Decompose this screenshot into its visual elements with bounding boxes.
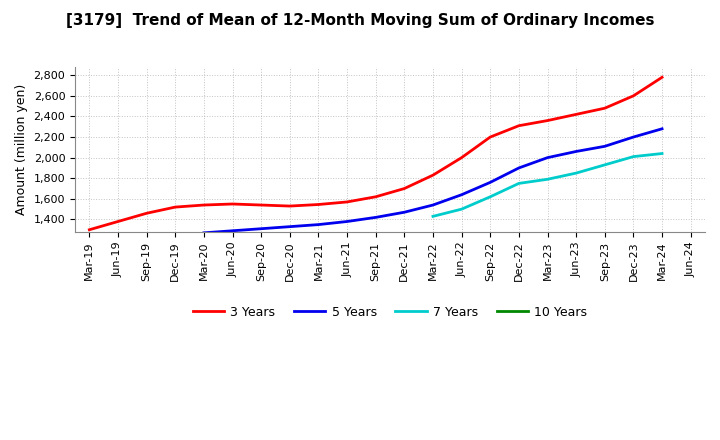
5 Years [372,215,380,220]
7 Years [629,154,638,159]
5 Years [457,192,466,198]
3 Years [372,194,380,199]
3 Years [343,199,351,205]
3 Years [572,112,580,117]
3 Years [629,93,638,99]
3 Years [658,75,667,80]
5 Years [228,228,237,233]
3 Years [143,211,151,216]
Legend: 3 Years, 5 Years, 7 Years, 10 Years: 3 Years, 5 Years, 7 Years, 10 Years [188,301,593,324]
3 Years [600,106,609,111]
3 Years [199,202,208,208]
5 Years [629,134,638,139]
5 Years [515,165,523,171]
Y-axis label: Amount (million yen): Amount (million yen) [15,84,28,215]
5 Years [543,155,552,160]
7 Years [658,151,667,156]
3 Years [114,219,122,224]
5 Years [428,202,437,208]
5 Years [400,209,409,215]
5 Years [600,144,609,149]
5 Years [486,180,495,185]
3 Years [486,134,495,139]
5 Years [285,224,294,229]
5 Years [658,126,667,132]
5 Years [314,222,323,227]
3 Years [515,123,523,128]
3 Years [314,202,323,207]
3 Years [543,118,552,123]
Line: 5 Years: 5 Years [204,129,662,233]
3 Years [257,202,266,208]
7 Years [515,181,523,186]
7 Years [457,206,466,212]
7 Years [600,162,609,168]
3 Years [228,202,237,207]
Line: 3 Years: 3 Years [89,77,662,230]
3 Years [400,186,409,191]
5 Years [343,219,351,224]
3 Years [85,227,94,232]
7 Years [543,176,552,182]
Line: 7 Years: 7 Years [433,154,662,216]
7 Years [428,214,437,219]
5 Years [572,149,580,154]
7 Years [572,170,580,176]
5 Years [199,230,208,235]
5 Years [257,226,266,231]
7 Years [486,194,495,199]
3 Years [285,203,294,209]
3 Years [457,155,466,160]
3 Years [428,172,437,178]
Text: [3179]  Trend of Mean of 12-Month Moving Sum of Ordinary Incomes: [3179] Trend of Mean of 12-Month Moving … [66,13,654,28]
3 Years [171,205,179,210]
